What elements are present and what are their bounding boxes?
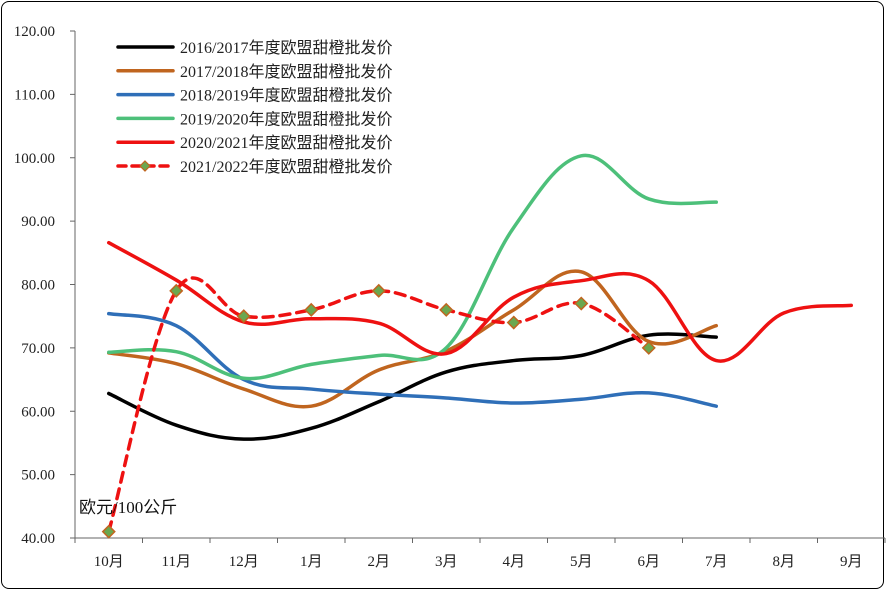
- x-tick-label: 9月: [840, 554, 863, 570]
- x-tick-label: 1月: [300, 554, 323, 570]
- y-tick-label: 120.00: [14, 24, 55, 40]
- data-point-marker: [169, 283, 184, 298]
- series-line-4: [107, 153, 718, 381]
- x-tick-label: 12月: [229, 554, 259, 570]
- data-point-marker: [439, 302, 454, 317]
- series-line-5: [107, 240, 853, 363]
- y-tick-label: 80.00: [21, 278, 55, 294]
- y-axis-ticks: 40.00 50.00 60.00 70.00 80.00 90.00 100.00 110.…: [14, 24, 75, 547]
- data-point-marker: [641, 340, 656, 355]
- data-point-marker: [236, 309, 251, 324]
- x-tick-label: 6月: [637, 554, 660, 570]
- y-axis-unit-label: 欧元/100公斤: [79, 498, 177, 517]
- legend-marker: [139, 160, 151, 172]
- data-point-marker: [304, 302, 319, 317]
- legend-label: 2019/2020年度欧盟甜橙批发价: [180, 110, 392, 128]
- series-line-3: [107, 311, 718, 408]
- x-tick-label: 3月: [435, 554, 458, 570]
- data-point-marker: [101, 524, 116, 539]
- x-axis-ticks: 10月 11月 12月 1月 2月 3月 4月 5月 6月 7月 8月 9月: [74, 538, 886, 570]
- series-lines: [107, 153, 853, 534]
- legend-label: 2020/2021年度欧盟甜橙批发价: [180, 134, 392, 152]
- legend-label: 2016/2017年度欧盟甜橙批发价: [180, 39, 392, 57]
- series-markers: [101, 283, 656, 539]
- y-tick-label: 90.00: [21, 214, 55, 230]
- x-tick-label: 4月: [502, 554, 525, 570]
- x-tick-label: 7月: [705, 554, 728, 570]
- data-point-marker: [371, 283, 386, 298]
- x-tick-label: 2月: [367, 554, 390, 570]
- y-tick-label: 40.00: [21, 531, 55, 547]
- y-tick-label: 110.00: [14, 87, 55, 103]
- x-tick-label: 5月: [570, 554, 593, 570]
- series-line-6: [107, 276, 651, 534]
- x-tick-label: 8月: [772, 554, 795, 570]
- series-line-1: [107, 332, 718, 441]
- y-tick-label: 50.00: [21, 468, 55, 484]
- legend-label: 2018/2019年度欧盟甜橙批发价: [180, 87, 392, 105]
- y-tick-label: 100.00: [14, 151, 55, 167]
- legend-label: 2017/2018年度欧盟甜橙批发价: [180, 63, 392, 81]
- y-tick-label: 60.00: [21, 404, 55, 420]
- y-tick-label: 70.00: [21, 341, 55, 357]
- legend-label: 2021/2022年度欧盟甜橙批发价: [180, 158, 392, 176]
- legend: 2016/2017年度欧盟甜橙批发价 2017/2018年度欧盟甜橙批发价 2018…: [116, 39, 392, 176]
- data-point-marker: [506, 315, 521, 330]
- data-point-marker: [574, 296, 589, 311]
- x-tick-label: 11月: [162, 554, 191, 570]
- axes: [74, 31, 885, 539]
- x-tick-label: 10月: [94, 554, 124, 570]
